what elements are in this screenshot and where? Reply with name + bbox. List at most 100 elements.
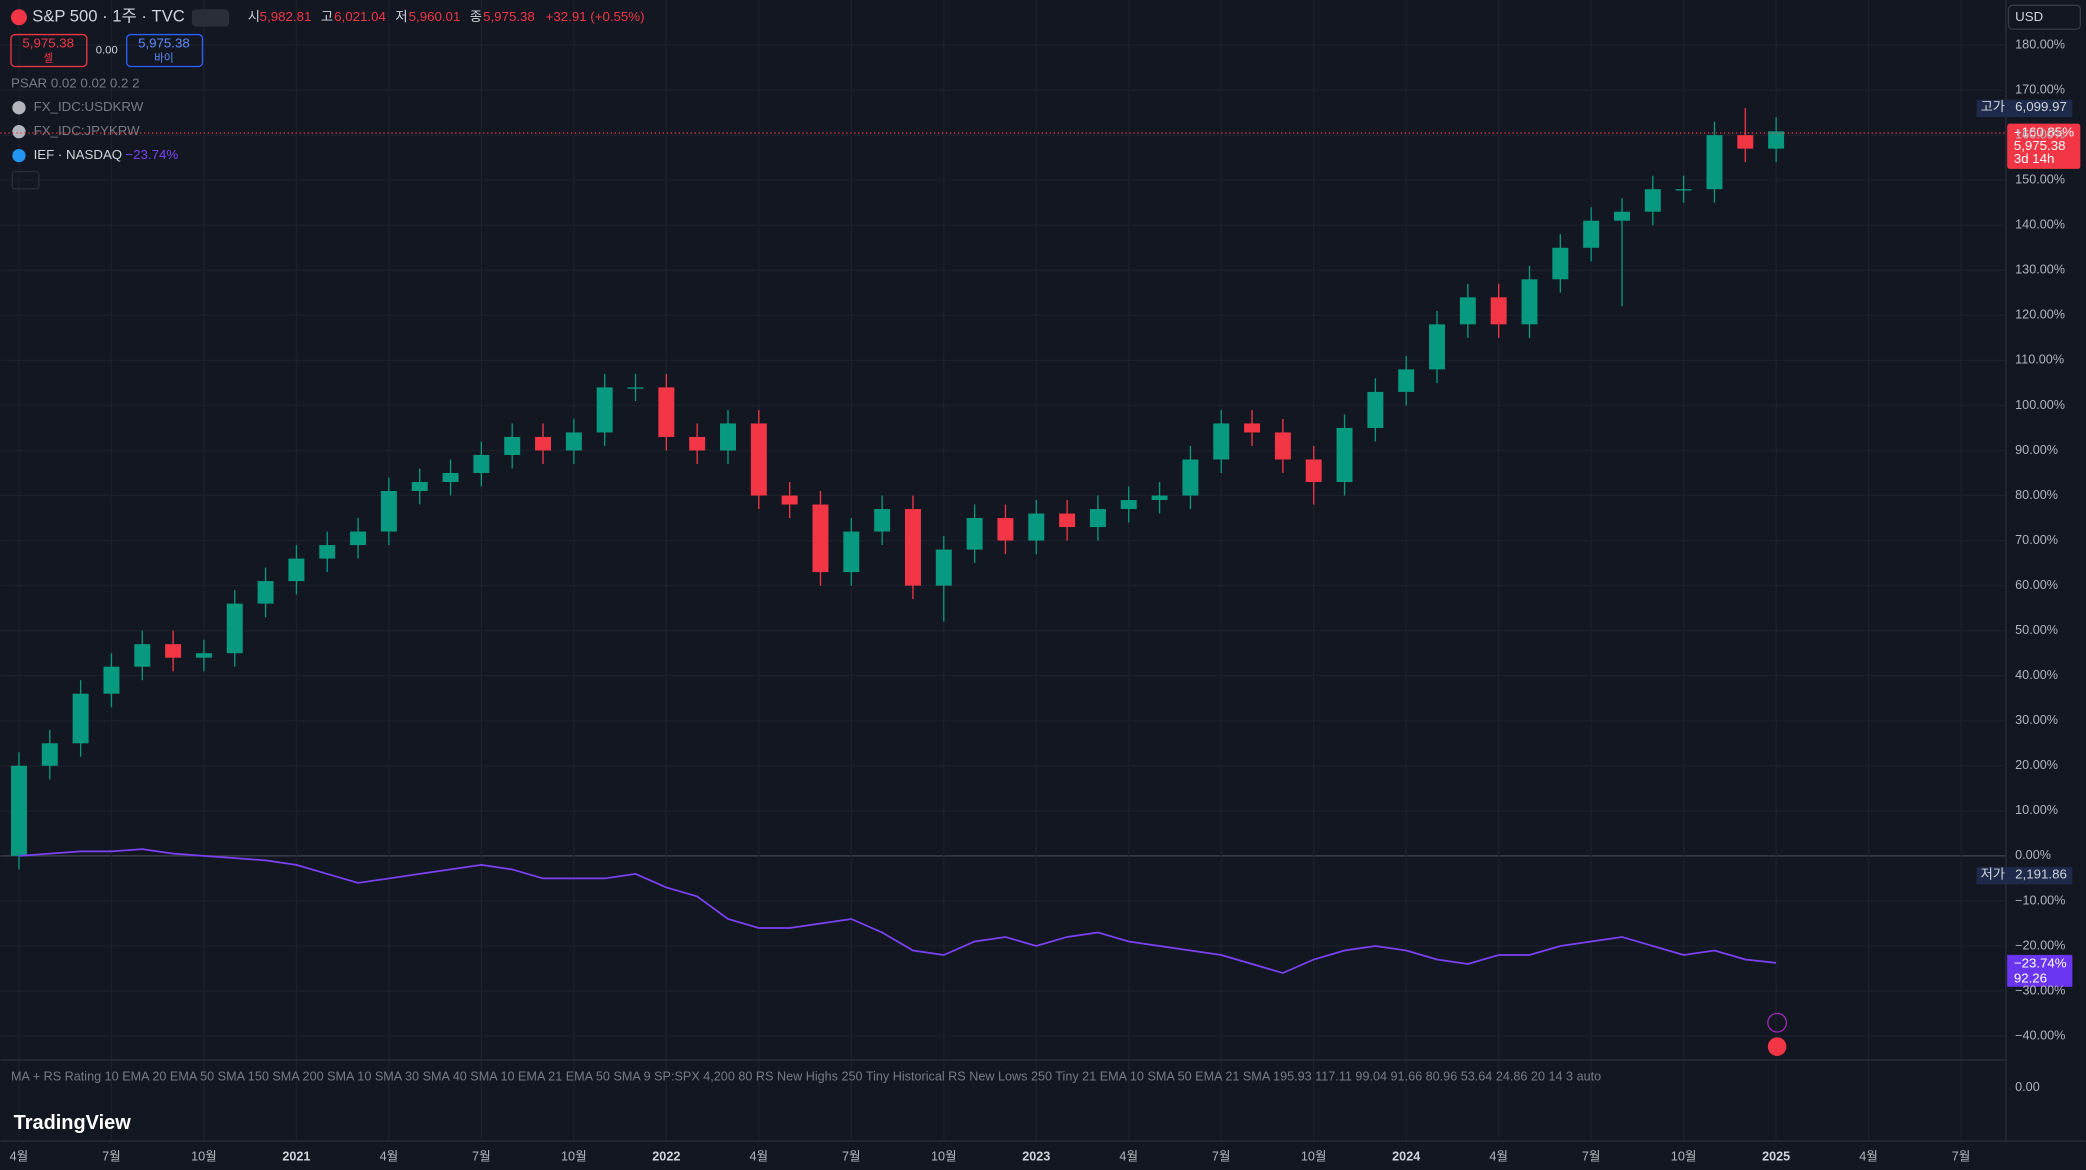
candle-body: [1768, 131, 1785, 149]
x-tick-label: 10월: [931, 1149, 957, 1163]
brand: TradingView: [14, 1112, 132, 1134]
indicator-pane-legend: MA + RS Rating 10 EMA 20 EMA 50 SMA 150 …: [11, 1070, 1601, 1084]
symbol-title[interactable]: S&P 500 · 1주 · TVC: [32, 7, 185, 26]
y-tick-label: 40.00%: [2015, 668, 2058, 682]
y-tick-label: 140.00%: [2015, 218, 2065, 232]
x-tick-label: 10월: [191, 1149, 217, 1163]
indicator-legend[interactable]: FX_IDC:USDKRW: [34, 99, 144, 114]
candle-body: [1675, 189, 1692, 191]
y-tick-label: 10.00%: [2015, 803, 2058, 817]
candle-body: [720, 423, 736, 451]
low-tag-box: [1976, 867, 2073, 885]
x-tick-label: 2023: [1022, 1149, 1050, 1163]
candle-body: [966, 518, 983, 550]
y-tick-label: −30.00%: [2015, 983, 2065, 997]
x-tick-label: 10월: [561, 1149, 587, 1163]
candle-body: [319, 545, 336, 559]
x-tick-label: 4월: [380, 1149, 399, 1163]
x-tick-label: 7월: [472, 1149, 491, 1163]
x-tick-label: 2024: [1392, 1149, 1420, 1163]
y-tick-label: 80.00%: [2015, 488, 2058, 502]
candle-body: [1583, 220, 1600, 248]
x-tick-label: 2021: [282, 1149, 310, 1163]
candle-body: [1089, 509, 1106, 528]
candle-body: [41, 743, 58, 766]
sell-label: 셀: [43, 52, 53, 64]
last-price: 5,975.38: [2014, 138, 2066, 153]
candle-body: [1059, 513, 1076, 528]
event-icon[interactable]: [1767, 1037, 1787, 1056]
candle-body: [1151, 495, 1168, 501]
candle-body: [1274, 432, 1291, 460]
candle-body: [997, 518, 1014, 541]
candle-body: [1213, 423, 1230, 460]
indicator-legend[interactable]: FX_IDC:JPYKRW: [34, 123, 140, 138]
legend-value: −23.74%: [125, 147, 178, 162]
candle-body: [781, 495, 798, 505]
collapse-button[interactable]: [11, 170, 40, 190]
x-tick-label: 2022: [652, 1149, 680, 1163]
currency-select[interactable]: [2007, 4, 2081, 30]
candle-body: [750, 423, 767, 496]
candle-body: [658, 387, 675, 437]
candle-body: [103, 666, 120, 694]
candle-body: [1429, 324, 1446, 370]
candle-body: [504, 436, 521, 455]
y-tick-label: −40.00%: [2015, 1028, 2065, 1042]
flag-icon: [12, 125, 26, 139]
status-badge: [191, 9, 230, 27]
candle-body: [1305, 459, 1322, 483]
candle-body: [257, 581, 274, 604]
candle-body: [1644, 189, 1661, 212]
candle-body: [535, 436, 552, 451]
y-tick-label: −20.00%: [2015, 938, 2065, 952]
candle-body: [1120, 500, 1137, 510]
candle-body: [904, 509, 921, 586]
candle-body: [1706, 135, 1723, 190]
y-tick-label: 90.00%: [2015, 443, 2058, 457]
ohlc-value: 5,975.38: [483, 9, 535, 24]
overlay-line: [18, 848, 1777, 974]
y-tick-label: 100.00%: [2015, 398, 2065, 412]
sell-button[interactable]: [10, 33, 88, 68]
indicator-legend[interactable]: PSAR 0.02 0.02 0.2 2: [11, 75, 139, 90]
info-icon: [12, 148, 26, 163]
candle-body: [195, 653, 212, 658]
candle-body: [689, 436, 706, 451]
candle-body: [411, 482, 428, 492]
candle-body: [442, 472, 459, 483]
buy-button[interactable]: [126, 33, 204, 68]
event-icon[interactable]: [1767, 1012, 1788, 1033]
x-tick-label: 7월: [842, 1149, 861, 1163]
candle-body: [72, 693, 89, 744]
candle-body: [812, 504, 829, 573]
candle-body: [935, 549, 952, 586]
ohlc-label: 고: [321, 9, 333, 24]
x-tick-label: 4월: [1489, 1149, 1508, 1163]
buy-price: 5,975.38: [138, 35, 190, 50]
y-tick-label: 150.00%: [2015, 173, 2065, 187]
ief-pct: −23.74%: [2014, 956, 2067, 971]
y-tick-label: 160.00%: [2015, 127, 2065, 141]
candle-body: [596, 387, 613, 433]
candle-body: [380, 491, 397, 532]
ohlc-value: 5,982.81: [260, 9, 312, 24]
x-tick-label: 7월: [1582, 1149, 1601, 1163]
x-tick-label: 4월: [750, 1149, 769, 1163]
candle-body: [627, 387, 644, 389]
y-tick-label: 70.00%: [2015, 533, 2058, 547]
last-price-box: [2007, 123, 2081, 169]
y-tick-label: 180.00%: [2015, 37, 2065, 51]
y-tick-label: 130.00%: [2015, 263, 2065, 277]
candle-body: [1459, 297, 1476, 325]
low-tag: 저가: [1981, 867, 2005, 882]
candle-body: [874, 509, 891, 532]
x-tick-label: 10월: [1671, 1149, 1697, 1163]
legend-entry[interactable]: IEF · NASDAQ: [34, 147, 123, 162]
high-value: 6,099.97: [2015, 99, 2067, 114]
y-tick-label: 20.00%: [2015, 758, 2058, 772]
y-tick-label: 0.00%: [2015, 848, 2051, 862]
candle-body: [565, 432, 582, 451]
y-tick-label: 30.00%: [2015, 713, 2058, 727]
marks: [10, 108, 1785, 974]
